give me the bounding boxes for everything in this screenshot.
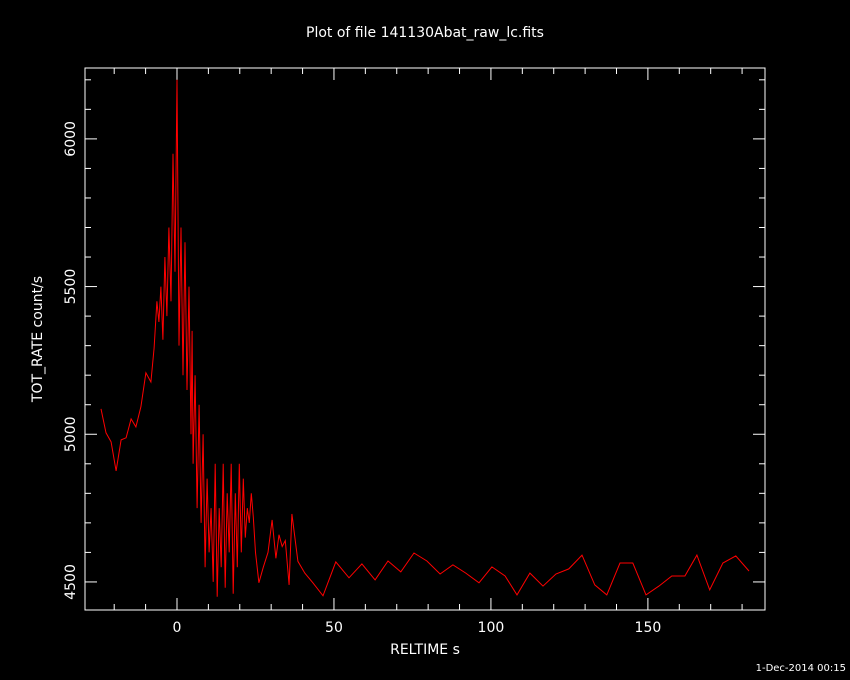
data-line [100, 79, 750, 597]
y-tick-label: 5000 [63, 416, 79, 452]
footer: 1-Dec-2014 00:15 [756, 663, 846, 674]
x-tick-label: 150 [635, 620, 662, 636]
plot-frame [84, 67, 766, 611]
x-tick-label: 50 [325, 620, 343, 636]
y-tick-label: 6000 [63, 121, 79, 157]
y-tick-label: 4500 [63, 564, 79, 600]
chart-title: Plot of file 141130Abat_raw_lc.fits [306, 25, 544, 41]
x-tick-label: 100 [478, 620, 505, 636]
x-tick-label: 0 [173, 620, 182, 636]
y-axis-label: TOT_RATE count/s [30, 276, 46, 403]
x-axis-label: RELTIME s [390, 642, 460, 658]
y-tick-label: 5500 [63, 269, 79, 305]
